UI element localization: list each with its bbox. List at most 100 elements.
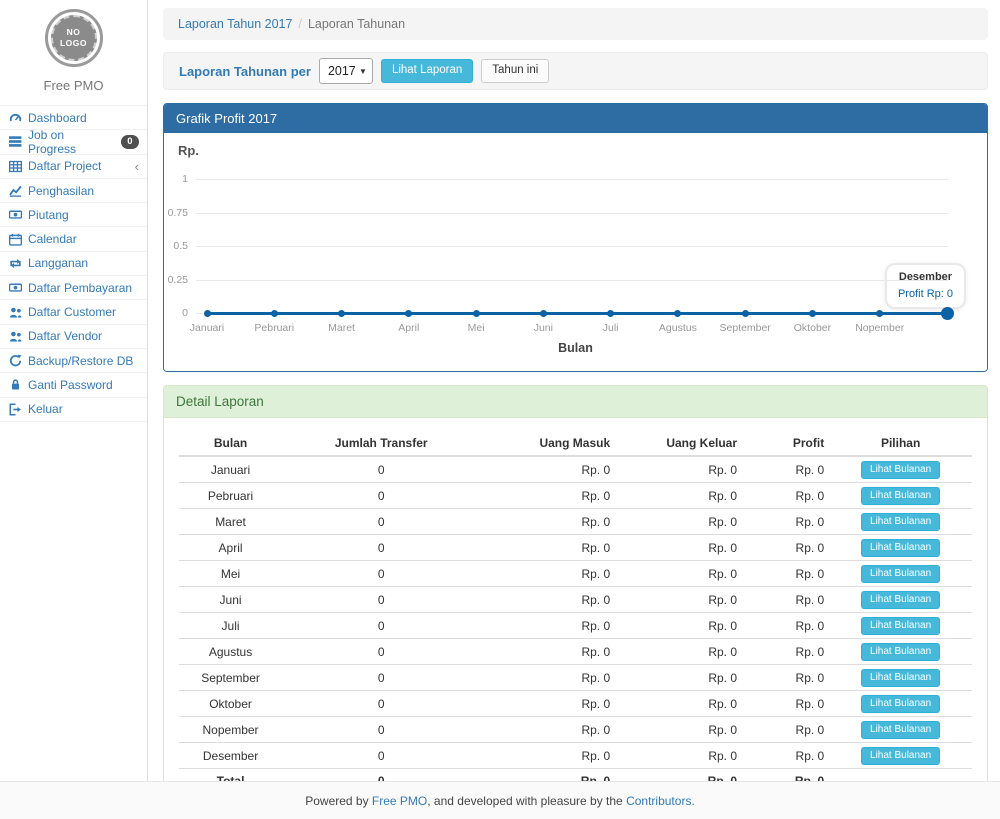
cell-profit: Rp. 0	[742, 717, 829, 743]
sidebar-item-ganti-password[interactable]: Ganti Password	[0, 373, 147, 397]
caret-down-icon: ▼	[359, 67, 367, 76]
chart-point-maret[interactable]	[338, 310, 345, 317]
sidebar-item-piutang[interactable]: Piutang	[0, 203, 147, 227]
tahun-ini-button[interactable]: Tahun ini	[481, 59, 549, 83]
table-row-april: April0Rp. 0Rp. 0Rp. 0Lihat Bulanan	[179, 535, 972, 561]
main-content: Laporan Tahun 2017/Laporan Tahunan Lapor…	[148, 0, 1000, 819]
sidebar-item-daftar-customer[interactable]: Daftar Customer	[0, 300, 147, 324]
lihat-bulanan-button[interactable]: Lihat Bulanan	[861, 539, 940, 557]
chart-panel-title: Grafik Profit 2017	[164, 104, 987, 133]
cell-masuk: Rp. 0	[480, 483, 615, 509]
chart-x-tick-label: Mei	[444, 322, 508, 334]
chart-x-tick-label: Maret	[310, 322, 374, 334]
sidebar: NO LOGO Free PMO DashboardJob on Progres…	[0, 0, 148, 781]
sidebar-nav: DashboardJob on Progress0Daftar Project‹…	[0, 105, 147, 422]
cell-masuk: Rp. 0	[480, 456, 615, 483]
chart-point-desember[interactable]	[941, 307, 954, 320]
cell-keluar: Rp. 0	[615, 561, 742, 587]
chart-point-pebruari[interactable]	[271, 310, 278, 317]
profit-series-line	[207, 312, 947, 315]
breadcrumb-link-laporan-tahun[interactable]: Laporan Tahun 2017	[178, 17, 292, 31]
cell-profit: Rp. 0	[742, 639, 829, 665]
lihat-bulanan-button[interactable]: Lihat Bulanan	[861, 669, 940, 687]
chart-point-juni[interactable]	[540, 310, 547, 317]
cell-keluar: Rp. 0	[615, 691, 742, 717]
chart-tooltip: Desember Profit Rp: 0	[885, 263, 966, 309]
sidebar-item-job-on-progress[interactable]: Job on Progress0	[0, 130, 147, 154]
cell-keluar: Rp. 0	[615, 613, 742, 639]
cell-pilihan: Lihat Bulanan	[829, 639, 972, 665]
sidebar-item-calendar[interactable]: Calendar	[0, 227, 147, 251]
money-icon	[8, 281, 22, 294]
chart-x-axis-title: Bulan	[164, 341, 987, 355]
sidebar-item-penghasilan[interactable]: Penghasilan	[0, 179, 147, 203]
lihat-bulanan-button[interactable]: Lihat Bulanan	[861, 591, 940, 609]
no-logo-badge: NO LOGO	[51, 15, 97, 61]
table-icon	[8, 160, 22, 173]
chart-point-nopember[interactable]	[876, 310, 883, 317]
cell-pilihan: Lihat Bulanan	[829, 717, 972, 743]
cell-profit: Rp. 0	[742, 456, 829, 483]
sidebar-item-daftar-vendor[interactable]: Daftar Vendor	[0, 325, 147, 349]
lihat-laporan-button[interactable]: Lihat Laporan	[381, 59, 473, 83]
chart-point-agustus[interactable]	[674, 310, 681, 317]
chart-x-tick-label: Pebruari	[242, 322, 306, 334]
cell-pilihan: Lihat Bulanan	[829, 509, 972, 535]
chart-y-tick-label: 0.75	[164, 207, 188, 219]
cell-pilihan: Lihat Bulanan	[829, 561, 972, 587]
chart-y-tick-label: 0	[164, 307, 188, 319]
chart-point-juli[interactable]	[607, 310, 614, 317]
sidebar-item-keluar[interactable]: Keluar	[0, 398, 147, 422]
chart-tooltip-label: Desember	[898, 269, 953, 286]
chart-line-icon	[8, 184, 22, 197]
contributors-link[interactable]: Contributors.	[626, 794, 695, 808]
cell-profit: Rp. 0	[742, 483, 829, 509]
sidebar-item-daftar-project[interactable]: Daftar Project‹	[0, 155, 147, 179]
annual-report-table: Bulan Jumlah Transfer Uang Masuk Uang Ke…	[179, 431, 972, 793]
lihat-bulanan-button[interactable]: Lihat Bulanan	[861, 747, 940, 765]
free-pmo-link[interactable]: Free PMO	[372, 794, 427, 808]
lihat-bulanan-button[interactable]: Lihat Bulanan	[861, 617, 940, 635]
chart-x-tick-label: Agustus	[646, 322, 710, 334]
lihat-bulanan-button[interactable]: Lihat Bulanan	[861, 487, 940, 505]
chart-point-mei[interactable]	[473, 310, 480, 317]
sidebar-item-daftar-pembayaran[interactable]: Daftar Pembayaran	[0, 276, 147, 300]
cell-transfer: 0	[282, 639, 480, 665]
cell-bulan: April	[179, 535, 282, 561]
chart-point-april[interactable]	[405, 310, 412, 317]
col-header-pilihan: Pilihan	[829, 431, 972, 456]
chart-x-tick-label: September	[713, 322, 777, 334]
cell-bulan: Pebruari	[179, 483, 282, 509]
lihat-bulanan-button[interactable]: Lihat Bulanan	[861, 643, 940, 661]
users-icon	[8, 330, 22, 343]
chart-x-tick-label: Juni	[511, 322, 575, 334]
cell-bulan: Oktober	[179, 691, 282, 717]
sidebar-item-label: Daftar Customer	[28, 305, 116, 319]
cell-transfer: 0	[282, 587, 480, 613]
lihat-bulanan-button[interactable]: Lihat Bulanan	[861, 513, 940, 531]
sidebar-item-langganan[interactable]: Langganan	[0, 252, 147, 276]
chart-point-september[interactable]	[742, 310, 749, 317]
year-select[interactable]: 2017 ▼	[319, 58, 373, 84]
table-row-juni: Juni0Rp. 0Rp. 0Rp. 0Lihat Bulanan	[179, 587, 972, 613]
sidebar-item-dashboard[interactable]: Dashboard	[0, 106, 147, 130]
cell-masuk: Rp. 0	[480, 665, 615, 691]
lihat-bulanan-button[interactable]: Lihat Bulanan	[861, 461, 940, 479]
progress-count-badge: 0	[121, 135, 139, 149]
sidebar-item-backup-restore-db[interactable]: Backup/Restore DB	[0, 349, 147, 373]
table-row-januari: Januari0Rp. 0Rp. 0Rp. 0Lihat Bulanan	[179, 456, 972, 483]
lihat-bulanan-button[interactable]: Lihat Bulanan	[861, 565, 940, 583]
logo: NO LOGO	[0, 0, 147, 67]
chart-point-januari[interactable]	[204, 310, 211, 317]
lihat-bulanan-button[interactable]: Lihat Bulanan	[861, 695, 940, 713]
year-select-value: 2017	[328, 64, 356, 78]
lihat-bulanan-button[interactable]: Lihat Bulanan	[861, 721, 940, 739]
col-header-keluar: Uang Keluar	[615, 431, 742, 456]
gauge-icon	[8, 111, 22, 124]
cell-keluar: Rp. 0	[615, 639, 742, 665]
sidebar-item-label: Keluar	[28, 402, 63, 416]
chart-point-oktober[interactable]	[809, 310, 816, 317]
cell-profit: Rp. 0	[742, 509, 829, 535]
cell-pilihan: Lihat Bulanan	[829, 535, 972, 561]
cell-keluar: Rp. 0	[615, 717, 742, 743]
